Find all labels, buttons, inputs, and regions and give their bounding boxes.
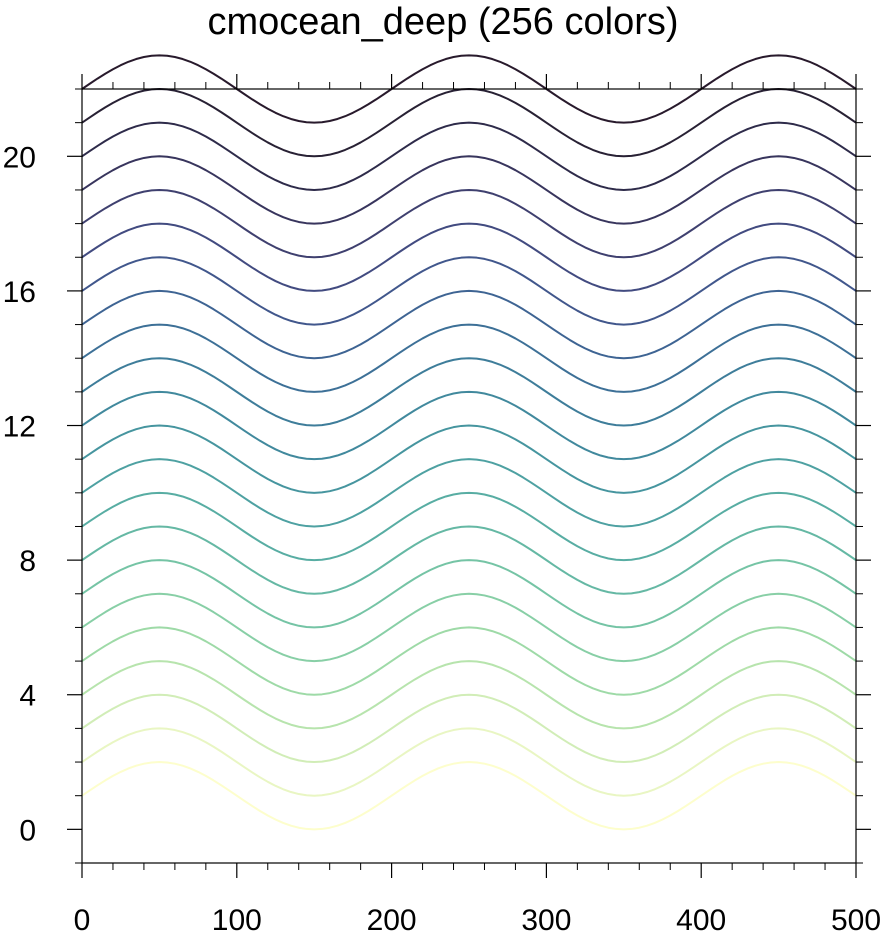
- series-line-7: [81, 559, 857, 629]
- series-line-3: [81, 693, 857, 764]
- y-tick-label: 4: [19, 680, 36, 713]
- series-line-2: [81, 727, 857, 797]
- series-line-12: [81, 390, 857, 461]
- x-tick-label: 400: [676, 904, 726, 935]
- chart-title: cmocean_deep (256 colors): [207, 1, 679, 43]
- series-line-15: [81, 289, 857, 360]
- series-line-20: [81, 121, 857, 191]
- series-line-11: [81, 424, 857, 494]
- y-tick-label: 16: [3, 276, 36, 309]
- series-line-14: [81, 323, 857, 393]
- y-tick-label: 20: [3, 141, 36, 174]
- series-line-19: [81, 155, 857, 225]
- y-tick-label: 0: [19, 814, 36, 847]
- series-line-4: [81, 660, 857, 730]
- series-line-8: [81, 525, 857, 595]
- y-tick-label: 12: [3, 411, 36, 444]
- series-line-16: [81, 256, 857, 326]
- series-line-22: [81, 54, 857, 124]
- series-line-1: [81, 761, 857, 831]
- series-line-13: [81, 357, 857, 427]
- series-line-5: [81, 626, 857, 696]
- x-tick-label: 500: [831, 904, 881, 935]
- series-line-10: [81, 458, 857, 528]
- series-line-18: [81, 188, 857, 259]
- plot-frame: [81, 88, 857, 864]
- x-tick-label: 200: [367, 904, 417, 935]
- series-line-9: [81, 491, 857, 562]
- series-line-6: [81, 592, 857, 663]
- y-tick-label: 8: [19, 545, 36, 578]
- x-tick-label: 300: [521, 904, 571, 935]
- x-tick-label: 100: [212, 904, 262, 935]
- x-tick-label: 0: [74, 904, 91, 935]
- series-line-17: [81, 222, 857, 292]
